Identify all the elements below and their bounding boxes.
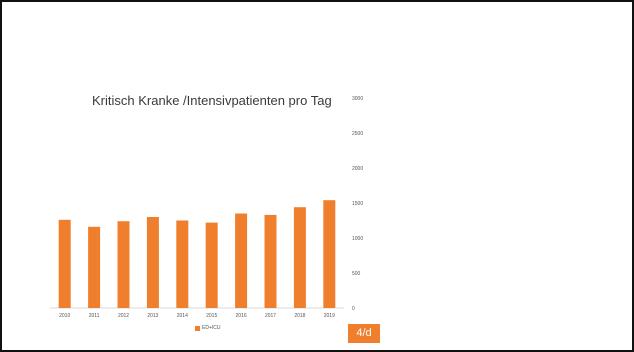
legend-label: ED+ICU [202,325,221,331]
bar-2010 [58,219,71,308]
x-tick-label: 2014 [177,313,188,319]
y-tick-label: 500 [352,271,361,277]
y-tick-label: 1500 [352,201,363,207]
x-tick-label: 2015 [206,313,217,319]
bar-2014 [176,220,189,308]
y-tick-label: 2500 [352,131,363,137]
bar-2019 [323,200,336,308]
bar-2012 [117,221,130,308]
bar-2015 [205,222,218,308]
x-tick-label: 2017 [265,313,276,319]
y-tick-label: 2000 [352,166,363,172]
x-tick-label: 2018 [294,313,305,319]
x-tick-label: 2016 [236,313,247,319]
bar-2017 [264,214,277,308]
x-tick-label: 2019 [324,313,335,319]
chart-legend: ED+ICU [195,325,220,331]
bar-2016 [235,213,248,308]
bar-2018 [293,207,306,308]
x-tick-label: 2013 [147,313,158,319]
x-tick-label: 2011 [89,313,100,319]
x-tick-label: 2010 [59,313,70,319]
y-tick-label: 3000 [352,96,363,102]
bar-2013 [146,217,159,308]
y-tick-label: 1000 [352,236,363,242]
bar-2011 [88,226,101,308]
x-tick-label: 2012 [118,313,129,319]
y-tick-label: 0 [352,306,355,312]
page-number-badge: 4/d [348,324,380,343]
legend-swatch [195,325,200,331]
chart-title: Kritisch Kranke /Intensivpatienten pro T… [92,93,332,108]
